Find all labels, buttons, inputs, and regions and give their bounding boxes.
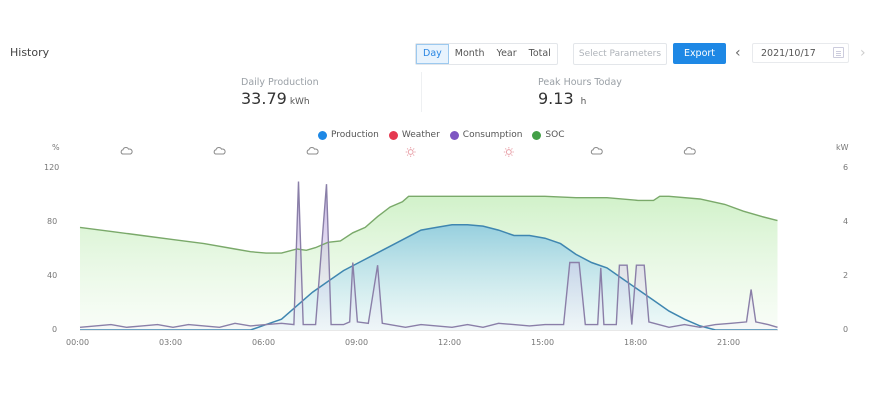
left-axis-unit: % bbox=[52, 143, 60, 152]
select-parameters-button[interactable]: Select Parameters bbox=[573, 43, 667, 65]
x-tick: 06:00 bbox=[252, 338, 276, 347]
right-tick: 6 bbox=[843, 163, 849, 172]
weather-icons bbox=[120, 147, 696, 157]
export-button[interactable]: Export bbox=[673, 43, 726, 64]
stat-unit: h bbox=[580, 97, 587, 107]
legend-item-soc[interactable]: SOC bbox=[532, 130, 565, 140]
production-line bbox=[80, 223, 778, 331]
tab-day[interactable]: Day bbox=[416, 44, 449, 64]
left-tick: 120 bbox=[44, 163, 60, 172]
stat-label: Daily Production bbox=[241, 77, 319, 88]
cloud-icon bbox=[683, 147, 696, 155]
x-tick: 21:00 bbox=[717, 338, 741, 347]
x-tick: 18:00 bbox=[624, 338, 648, 347]
right-tick: 2 bbox=[843, 271, 849, 280]
right-axis-unit: kW bbox=[836, 143, 849, 152]
legend-dot bbox=[388, 130, 398, 140]
legend-item-weather[interactable]: Weather bbox=[388, 130, 440, 140]
legend-dot bbox=[318, 130, 327, 140]
consumption-line bbox=[79, 181, 778, 329]
right-tick: 4 bbox=[843, 217, 849, 226]
x-tick: 15:00 bbox=[531, 338, 555, 347]
chevron-left-icon[interactable]: ‹ bbox=[735, 45, 741, 61]
left-tick: 40 bbox=[47, 271, 58, 280]
left-tick: 0 bbox=[52, 325, 58, 334]
x-tick: 00:00 bbox=[66, 338, 90, 347]
stat-daily-production: Daily Production 33.79 kWh bbox=[241, 77, 319, 108]
x-tick: 12:00 bbox=[438, 338, 462, 347]
tab-total[interactable]: Total bbox=[528, 48, 551, 59]
stat-unit: kWh bbox=[289, 97, 310, 107]
cloud-icon bbox=[306, 147, 319, 155]
tab-year[interactable]: Year bbox=[496, 48, 517, 59]
stat-label: Peak Hours Today bbox=[538, 77, 622, 88]
chart-legend: Production Weather Consumption SOC bbox=[318, 130, 565, 140]
stat-value: 33.79 bbox=[241, 89, 287, 108]
legend-item-consumption[interactable]: Consumption bbox=[449, 130, 522, 140]
soc-line bbox=[79, 195, 778, 254]
period-selector: Day Month Year Total bbox=[415, 43, 558, 65]
x-tick: 03:00 bbox=[159, 338, 183, 347]
legend-dot bbox=[449, 130, 459, 140]
chevron-right-icon[interactable]: › bbox=[860, 45, 866, 61]
divider bbox=[421, 72, 422, 112]
page-title: History bbox=[10, 46, 50, 59]
stat-value: 9.13 bbox=[538, 89, 574, 108]
left-tick: 80 bbox=[47, 217, 58, 226]
stat-peak-hours: Peak Hours Today 9.13 h bbox=[538, 77, 622, 108]
date-input[interactable]: 2021/10/17 bbox=[752, 43, 849, 63]
sun-icon bbox=[503, 147, 514, 157]
legend-item-production[interactable]: Production bbox=[318, 130, 379, 140]
cloud-icon bbox=[590, 147, 603, 155]
tab-month[interactable]: Month bbox=[454, 48, 485, 59]
cloud-icon bbox=[120, 147, 133, 155]
cloud-icon bbox=[213, 147, 226, 155]
calendar-icon[interactable] bbox=[833, 47, 844, 58]
x-tick: 09:00 bbox=[345, 338, 369, 347]
sun-icon bbox=[405, 147, 416, 157]
right-tick: 0 bbox=[843, 325, 849, 334]
legend-dot bbox=[532, 130, 542, 140]
